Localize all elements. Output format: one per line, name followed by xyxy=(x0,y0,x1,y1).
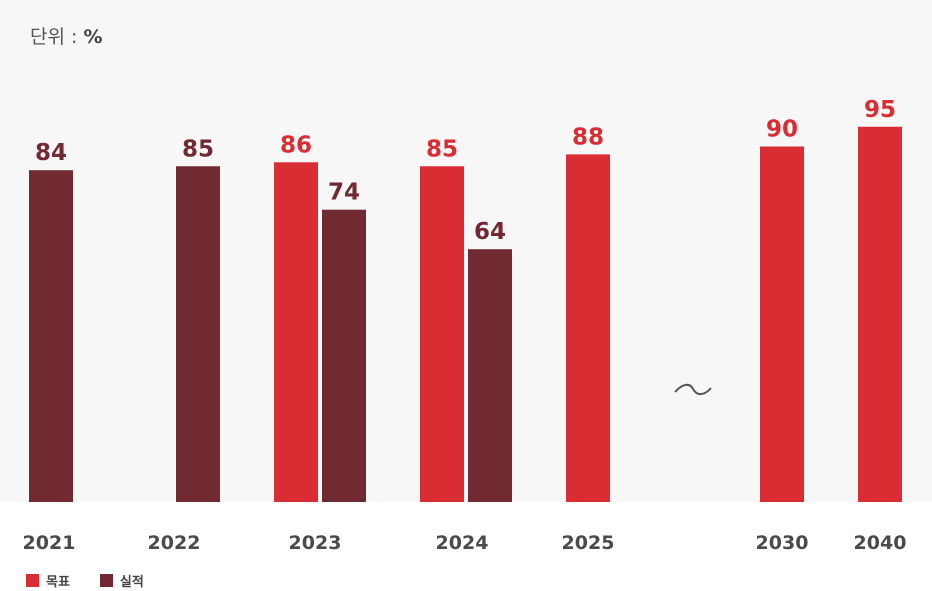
bar-2023-target xyxy=(274,162,318,503)
x-tick-label-2025: 2025 xyxy=(562,532,615,554)
data-label-2024-actual: 64 xyxy=(474,219,506,245)
unit-prefix: 단위 : xyxy=(30,26,84,48)
x-tick-label-2040: 2040 xyxy=(854,532,907,554)
data-label-2040-target: 95 xyxy=(864,97,896,123)
bar-chart: 84 2021 85 2022 86 74 2023 85 64 2024 88 2025 90 2030… xyxy=(23,97,907,554)
bar-2024-target xyxy=(420,166,464,502)
bar-2030-target xyxy=(760,146,804,502)
bar-2021-actual xyxy=(29,170,73,502)
legend-label-actual: 실적 xyxy=(119,575,144,590)
bar-2023-actual xyxy=(322,209,366,502)
data-label-2030-target: 90 xyxy=(766,117,798,143)
x-tick-label-2024: 2024 xyxy=(436,532,489,554)
legend-swatch-target xyxy=(26,574,39,587)
x-tick-label-2030: 2030 xyxy=(756,532,809,554)
x-tick-label-2023: 2023 xyxy=(289,532,342,554)
data-label-2025-target: 88 xyxy=(572,124,604,150)
data-label-2022-actual: 85 xyxy=(182,136,214,162)
legend-item-actual: 실적 xyxy=(99,571,144,590)
legend: 목표 실적 xyxy=(26,571,144,590)
legend-item-target: 목표 xyxy=(26,571,70,590)
bar-2022-actual xyxy=(176,166,220,502)
unit-value: % xyxy=(83,26,103,48)
bar-2040-target xyxy=(858,126,902,502)
data-label-2023-actual: 74 xyxy=(328,180,360,206)
bar-2025-target xyxy=(566,154,610,502)
data-label-2021-actual: 84 xyxy=(35,140,67,166)
axis-break-marker xyxy=(674,383,712,396)
legend-label-target: 목표 xyxy=(46,575,70,590)
unit-label: 단위 : % xyxy=(30,22,103,49)
x-tick-label-2021: 2021 xyxy=(23,532,76,554)
bar-2024-actual xyxy=(468,249,512,502)
legend-swatch-actual xyxy=(99,574,113,587)
x-tick-label-2022: 2022 xyxy=(148,532,201,554)
data-label-2023-target: 86 xyxy=(280,132,312,158)
data-label-2024-target: 85 xyxy=(426,136,458,162)
